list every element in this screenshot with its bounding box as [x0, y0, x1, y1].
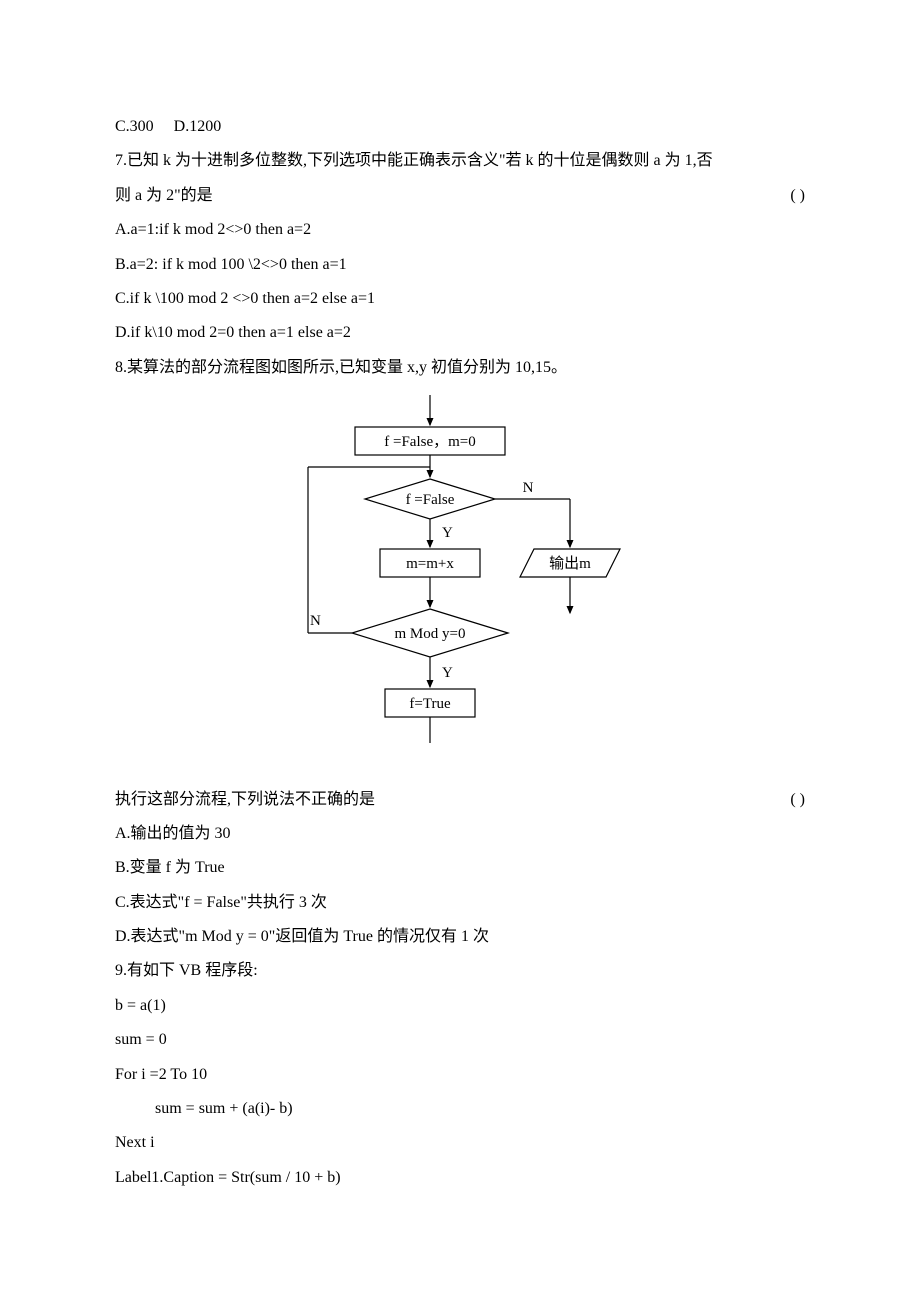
svg-text:f =False: f =False: [406, 492, 455, 508]
q7-stem-a: 7.已知 k 为十进制多位整数,下列选项中能正确表示含义"若 k 的十位是偶数则…: [115, 144, 805, 178]
q8-tail: 执行这部分流程,下列说法不正确的是: [115, 783, 375, 817]
q6-options: C.300 D.1200: [115, 110, 805, 144]
q9-l6: Label1.Caption = Str(sum / 10 + b): [115, 1161, 805, 1195]
q9-stem: 9.有如下 VB 程序段:: [115, 954, 805, 988]
q7-opt-d: D.if k\10 mod 2=0 then a=1 else a=2: [115, 316, 805, 350]
q6-opt-d: D.1200: [174, 118, 222, 135]
svg-text:m Mod y=0: m Mod y=0: [395, 626, 466, 642]
q8-opt-b: B.变量 f 为 True: [115, 851, 805, 885]
svg-text:输出m: 输出m: [549, 555, 591, 572]
q8-stem: 8.某算法的部分流程图如图所示,已知变量 x,y 初值分别为 10,15。: [115, 351, 805, 385]
q8-opt-d: D.表达式"m Mod y = 0"返回值为 True 的情况仅有 1 次: [115, 920, 805, 954]
q8-opt-a: A.输出的值为 30: [115, 817, 805, 851]
svg-text:f =False，m=0: f =False，m=0: [384, 434, 476, 450]
q9-l3: For i =2 To 10: [115, 1058, 805, 1092]
svg-text:m=m+x: m=m+x: [406, 556, 454, 572]
svg-text:Y: Y: [442, 525, 453, 541]
q9-l5: Next i: [115, 1126, 805, 1160]
q7-paren: ( ): [770, 179, 805, 213]
q9-l4: sum = sum + (a(i)- b): [115, 1092, 805, 1126]
q9-l1: b = a(1): [115, 989, 805, 1023]
svg-text:N: N: [523, 480, 534, 496]
q7-stem-b: 则 a 为 2"的是: [115, 179, 213, 213]
svg-text:f=True: f=True: [409, 696, 451, 712]
q8-paren: ( ): [770, 783, 805, 817]
q8-flowchart: f =False，m=0 f =False N Y m=m+x 输出m: [115, 395, 805, 768]
svg-text:Y: Y: [442, 665, 453, 681]
q7-opt-b: B.a=2: if k mod 100 \2<>0 then a=1: [115, 248, 805, 282]
q6-opt-c: C.300: [115, 118, 154, 135]
q9-l2: sum = 0: [115, 1023, 805, 1057]
q7-opt-c: C.if k \100 mod 2 <>0 then a=2 else a=1: [115, 282, 805, 316]
svg-text:N: N: [310, 613, 321, 629]
q7-opt-a: A.a=1:if k mod 2<>0 then a=2: [115, 213, 805, 247]
q8-opt-c: C.表达式"f = False"共执行 3 次: [115, 886, 805, 920]
